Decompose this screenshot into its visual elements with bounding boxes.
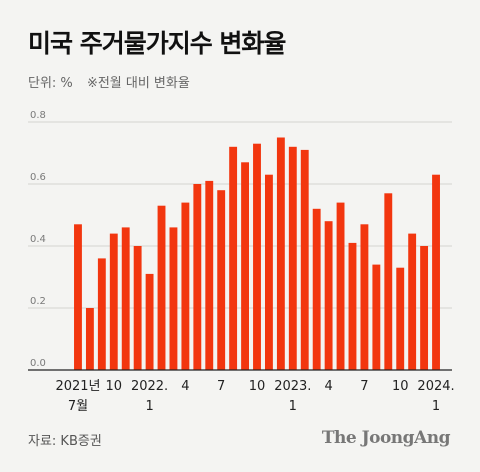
bar (169, 227, 178, 370)
bar (205, 180, 214, 370)
bar (336, 202, 345, 370)
x-tick-label: 7 (360, 379, 368, 394)
y-tick-label: 0.8 (30, 110, 46, 121)
x-tick-label: 2023. (274, 379, 311, 394)
bar (74, 224, 82, 370)
bar (121, 227, 130, 370)
bar (288, 146, 297, 370)
bar (360, 224, 369, 370)
bar (312, 208, 321, 370)
brand-logo: The JoongAng (321, 428, 451, 448)
chart-subtitle: 단위: % ※전월 대비 변화율 (28, 72, 190, 91)
x-tick-label: 2024. (417, 379, 454, 394)
source-label: 자료: KB증권 (28, 434, 102, 449)
x-tick-labels: 2021년 7월 10 2022. 1 4 7 10 2023. 1 4 7 10 2024. 1 (55, 379, 454, 414)
x-tick-label: 10 (392, 379, 409, 394)
unit-label: 단위: % (28, 76, 73, 91)
bar (217, 190, 226, 370)
chart-title: 미국 주거물가지수 변화율 (28, 29, 286, 58)
chart-area: 0.0 0.2 0.4 0.6 0.8 2021년 7월 10 2022. 1 4 7 10 2023.… (0, 100, 480, 425)
bar (396, 267, 405, 370)
bar (264, 174, 273, 370)
bars (74, 137, 440, 370)
bar (85, 308, 94, 370)
bar (229, 146, 238, 370)
x-tick-label: 4 (181, 379, 189, 394)
x-tick-label: 1 (145, 399, 153, 414)
y-tick-label: 0.6 (30, 172, 46, 183)
y-tick-label: 0.0 (30, 358, 46, 369)
bar (300, 149, 309, 370)
bar (372, 264, 381, 370)
bar (109, 233, 118, 370)
bar-chart: 0.0 0.2 0.4 0.6 0.8 2021년 7월 10 2022. 1 4 7 10 2023.… (28, 110, 455, 414)
y-tick-label: 0.2 (30, 296, 46, 307)
bar (432, 174, 440, 370)
bar (241, 162, 250, 370)
bar (133, 246, 142, 370)
y-tick-label: 0.4 (30, 234, 46, 245)
bar (145, 273, 154, 370)
bar (276, 137, 285, 370)
chart-note: ※전월 대비 변화율 (86, 76, 190, 91)
x-tick-label: 2021년 (55, 379, 100, 394)
x-tick-label: 10 (106, 379, 123, 394)
x-tick-label: 7월 (68, 399, 88, 414)
bar (408, 233, 417, 370)
bar (324, 221, 333, 370)
y-tick-labels: 0.0 0.2 0.4 0.6 0.8 (30, 110, 46, 369)
bar (420, 246, 429, 370)
x-tick-label: 4 (324, 379, 332, 394)
bar (348, 242, 357, 370)
bar (181, 202, 190, 370)
x-tick-label: 10 (249, 379, 266, 394)
bar (157, 205, 166, 370)
bar (97, 258, 106, 370)
bar (384, 193, 393, 370)
bar (193, 184, 202, 370)
x-tick-label: 1 (432, 399, 440, 414)
bar (253, 143, 261, 370)
x-tick-label: 7 (217, 379, 225, 394)
x-tick-label: 2022. (131, 379, 168, 394)
x-tick-label: 1 (289, 399, 297, 414)
grid-lines (28, 121, 452, 309)
